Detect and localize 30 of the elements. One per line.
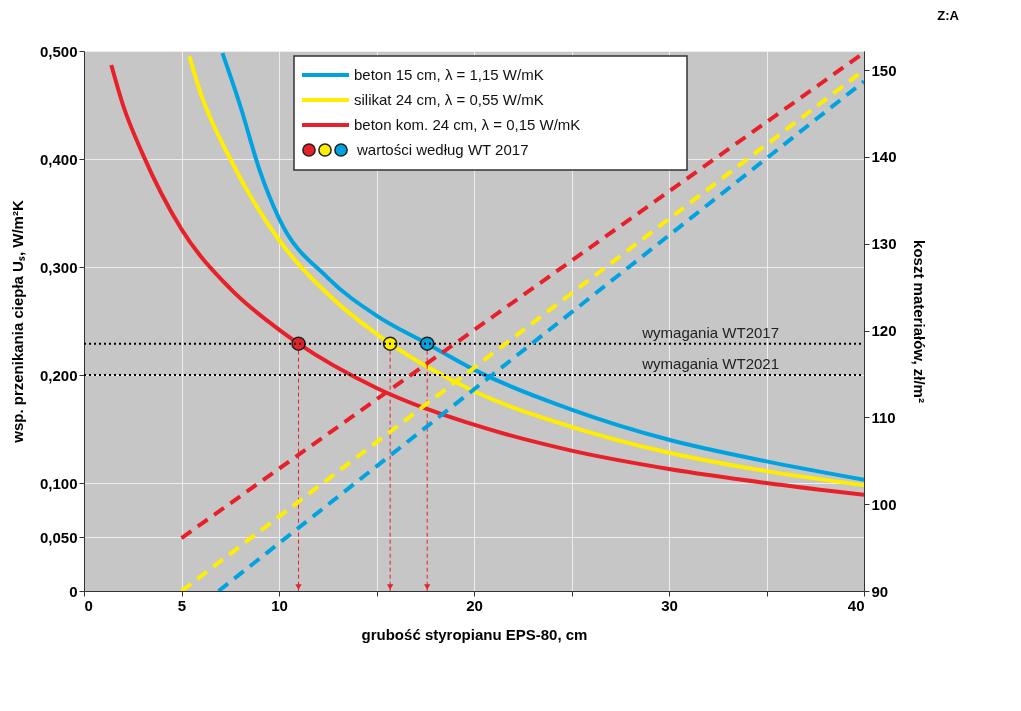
x-tick-label: 30: [661, 596, 678, 614]
y2-tick-label: 100: [871, 495, 897, 513]
x-tick-label: 0: [84, 596, 93, 614]
y2-tick-label: 130: [871, 235, 897, 253]
y-tick-label: 0,200: [39, 366, 78, 384]
y-tick-label: 0,050: [39, 528, 78, 546]
x-tick-label: 40: [847, 596, 865, 614]
legend-label: beton kom. 24 cm, λ = 0,15 W/mK: [354, 116, 581, 133]
y2-tick-label: 110: [871, 408, 896, 426]
x-tick-label: 10: [271, 596, 288, 614]
x-tick-label: 20: [466, 596, 483, 614]
legend-label: wartości według WT 2017: [356, 141, 529, 158]
legend-label: silikat 24 cm, λ = 0,55 W/mK: [354, 91, 544, 108]
y-tick-label: 0,400: [39, 150, 78, 168]
x-tick-label: 5: [177, 596, 187, 614]
y2-tick-label: 150: [871, 61, 897, 79]
legend-label: beton 15 cm, λ = 1,15 W/mK: [354, 66, 544, 83]
y-tick-label: 0,100: [39, 474, 78, 492]
ref-line-label: wymagania WT2017: [641, 323, 779, 341]
ref-line-label: wymagania WT2021: [641, 355, 779, 372]
y-axis-title: wsp. przenikania ciepła Uₛ, W/m²K: [8, 200, 26, 444]
y-tick-label: 0: [69, 582, 78, 600]
y2-tick-label: 120: [871, 322, 897, 340]
y-tick-label: 0,500: [39, 42, 78, 60]
text: Z:A: [937, 8, 960, 23]
y2-tick-label: 140: [871, 148, 897, 166]
y-tick-label: 0,300: [39, 258, 78, 276]
x-axis-title: grubość styropianu EPS-80, cm: [361, 625, 588, 643]
y2-axis-title: koszt materiałów, zł/m²: [910, 240, 928, 403]
y2-tick-label: 90: [871, 582, 889, 600]
